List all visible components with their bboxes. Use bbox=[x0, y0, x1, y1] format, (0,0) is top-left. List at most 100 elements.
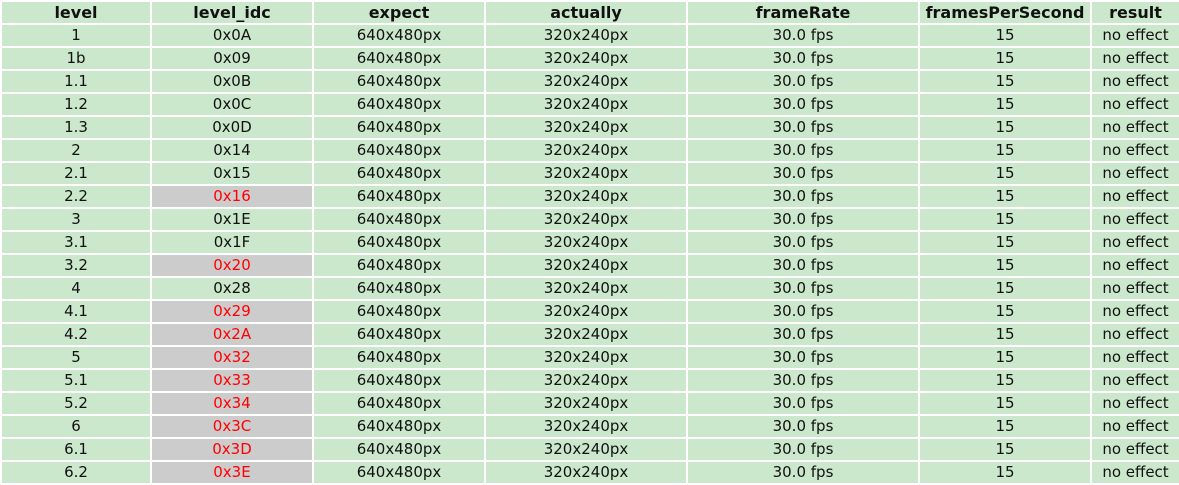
cell-level: 3.1 bbox=[2, 232, 150, 253]
cell-level-idc: 0x3E bbox=[152, 462, 312, 483]
cell-expect: 640x480px bbox=[314, 255, 484, 276]
cell-level: 5.1 bbox=[2, 370, 150, 391]
cell-level: 2.2 bbox=[2, 186, 150, 207]
cell-result: no effect bbox=[1092, 140, 1179, 161]
cell-expect: 640x480px bbox=[314, 186, 484, 207]
cell-actually: 320x240px bbox=[486, 140, 686, 161]
cell-frame-rate: 30.0 fps bbox=[688, 71, 918, 92]
header-row: level level_idc expect actually frameRat… bbox=[2, 2, 1179, 23]
cell-expect: 640x480px bbox=[314, 48, 484, 69]
table-row: 6.1 0x3D 640x480px 320x240px 30.0 fps 15 no ef… bbox=[2, 439, 1179, 460]
cell-level: 4 bbox=[2, 278, 150, 299]
table-row: 4.2 0x2A 640x480px 320x240px 30.0 fps 15 no ef… bbox=[2, 324, 1179, 345]
table-row: 1b 0x09 640x480px 320x240px 30.0 fps 15 no eff… bbox=[2, 48, 1179, 69]
table-row: 5.1 0x33 640x480px 320x240px 30.0 fps 15 no ef… bbox=[2, 370, 1179, 391]
cell-level: 1.2 bbox=[2, 94, 150, 115]
cell-frames-per-second: 15 bbox=[920, 94, 1090, 115]
header-level: level bbox=[2, 2, 150, 23]
cell-expect: 640x480px bbox=[314, 301, 484, 322]
cell-frames-per-second: 15 bbox=[920, 186, 1090, 207]
cell-expect: 640x480px bbox=[314, 370, 484, 391]
cell-expect: 640x480px bbox=[314, 163, 484, 184]
cell-frame-rate: 30.0 fps bbox=[688, 439, 918, 460]
cell-result: no effect bbox=[1092, 462, 1179, 483]
cell-result: no effect bbox=[1092, 163, 1179, 184]
cell-level: 6.1 bbox=[2, 439, 150, 460]
cell-level: 1.3 bbox=[2, 117, 150, 138]
cell-actually: 320x240px bbox=[486, 117, 686, 138]
cell-level: 1b bbox=[2, 48, 150, 69]
header-result: result bbox=[1092, 2, 1179, 23]
header-expect: expect bbox=[314, 2, 484, 23]
header-frame-rate: frameRate bbox=[688, 2, 918, 23]
cell-frame-rate: 30.0 fps bbox=[688, 48, 918, 69]
cell-level: 1.1 bbox=[2, 71, 150, 92]
table-row: 1.1 0x0B 640x480px 320x240px 30.0 fps 15 no ef… bbox=[2, 71, 1179, 92]
header-level-idc: level_idc bbox=[152, 2, 312, 23]
table-row: 1.3 0x0D 640x480px 320x240px 30.0 fps 15 no ef… bbox=[2, 117, 1179, 138]
cell-result: no effect bbox=[1092, 301, 1179, 322]
cell-result: no effect bbox=[1092, 25, 1179, 46]
cell-actually: 320x240px bbox=[486, 347, 686, 368]
cell-actually: 320x240px bbox=[486, 232, 686, 253]
cell-expect: 640x480px bbox=[314, 140, 484, 161]
cell-frame-rate: 30.0 fps bbox=[688, 278, 918, 299]
cell-expect: 640x480px bbox=[314, 416, 484, 437]
cell-frames-per-second: 15 bbox=[920, 140, 1090, 161]
table-row: 2.1 0x15 640x480px 320x240px 30.0 fps 15 no ef… bbox=[2, 163, 1179, 184]
cell-level-idc: 0x20 bbox=[152, 255, 312, 276]
cell-level-idc: 0x14 bbox=[152, 140, 312, 161]
cell-frames-per-second: 15 bbox=[920, 301, 1090, 322]
cell-level-idc: 0x1F bbox=[152, 232, 312, 253]
cell-result: no effect bbox=[1092, 209, 1179, 230]
cell-frame-rate: 30.0 fps bbox=[688, 462, 918, 483]
cell-expect: 640x480px bbox=[314, 278, 484, 299]
cell-level-idc: 0x0A bbox=[152, 25, 312, 46]
cell-expect: 640x480px bbox=[314, 94, 484, 115]
cell-level-idc: 0x0B bbox=[152, 71, 312, 92]
cell-frames-per-second: 15 bbox=[920, 370, 1090, 391]
cell-result: no effect bbox=[1092, 347, 1179, 368]
cell-frame-rate: 30.0 fps bbox=[688, 255, 918, 276]
cell-frame-rate: 30.0 fps bbox=[688, 117, 918, 138]
cell-level: 5 bbox=[2, 347, 150, 368]
cell-actually: 320x240px bbox=[486, 48, 686, 69]
cell-frames-per-second: 15 bbox=[920, 117, 1090, 138]
cell-actually: 320x240px bbox=[486, 278, 686, 299]
cell-frames-per-second: 15 bbox=[920, 48, 1090, 69]
cell-actually: 320x240px bbox=[486, 163, 686, 184]
cell-level: 3 bbox=[2, 209, 150, 230]
table-row: 3.1 0x1F 640x480px 320x240px 30.0 fps 15 no ef… bbox=[2, 232, 1179, 253]
table-row: 3.2 0x20 640x480px 320x240px 30.0 fps 15 no ef… bbox=[2, 255, 1179, 276]
cell-result: no effect bbox=[1092, 416, 1179, 437]
cell-actually: 320x240px bbox=[486, 255, 686, 276]
cell-frame-rate: 30.0 fps bbox=[688, 347, 918, 368]
cell-expect: 640x480px bbox=[314, 347, 484, 368]
cell-level-idc: 0x32 bbox=[152, 347, 312, 368]
cell-frames-per-second: 15 bbox=[920, 324, 1090, 345]
cell-frames-per-second: 15 bbox=[920, 163, 1090, 184]
table-row: 3 0x1E 640x480px 320x240px 30.0 fps 15 no effe… bbox=[2, 209, 1179, 230]
cell-frames-per-second: 15 bbox=[920, 278, 1090, 299]
cell-expect: 640x480px bbox=[314, 439, 484, 460]
cell-result: no effect bbox=[1092, 48, 1179, 69]
cell-frame-rate: 30.0 fps bbox=[688, 232, 918, 253]
cell-level: 2 bbox=[2, 140, 150, 161]
cell-frame-rate: 30.0 fps bbox=[688, 370, 918, 391]
cell-level-idc: 0x33 bbox=[152, 370, 312, 391]
cell-result: no effect bbox=[1092, 71, 1179, 92]
cell-expect: 640x480px bbox=[314, 25, 484, 46]
cell-frame-rate: 30.0 fps bbox=[688, 209, 918, 230]
table-row: 2 0x14 640x480px 320x240px 30.0 fps 15 no effe… bbox=[2, 140, 1179, 161]
cell-frames-per-second: 15 bbox=[920, 462, 1090, 483]
table-row: 1 0x0A 640x480px 320x240px 30.0 fps 15 no effe… bbox=[2, 25, 1179, 46]
cell-result: no effect bbox=[1092, 393, 1179, 414]
cell-expect: 640x480px bbox=[314, 232, 484, 253]
cell-result: no effect bbox=[1092, 117, 1179, 138]
cell-expect: 640x480px bbox=[314, 71, 484, 92]
cell-frame-rate: 30.0 fps bbox=[688, 163, 918, 184]
cell-frames-per-second: 15 bbox=[920, 25, 1090, 46]
cell-frame-rate: 30.0 fps bbox=[688, 301, 918, 322]
cell-actually: 320x240px bbox=[486, 324, 686, 345]
cell-result: no effect bbox=[1092, 255, 1179, 276]
